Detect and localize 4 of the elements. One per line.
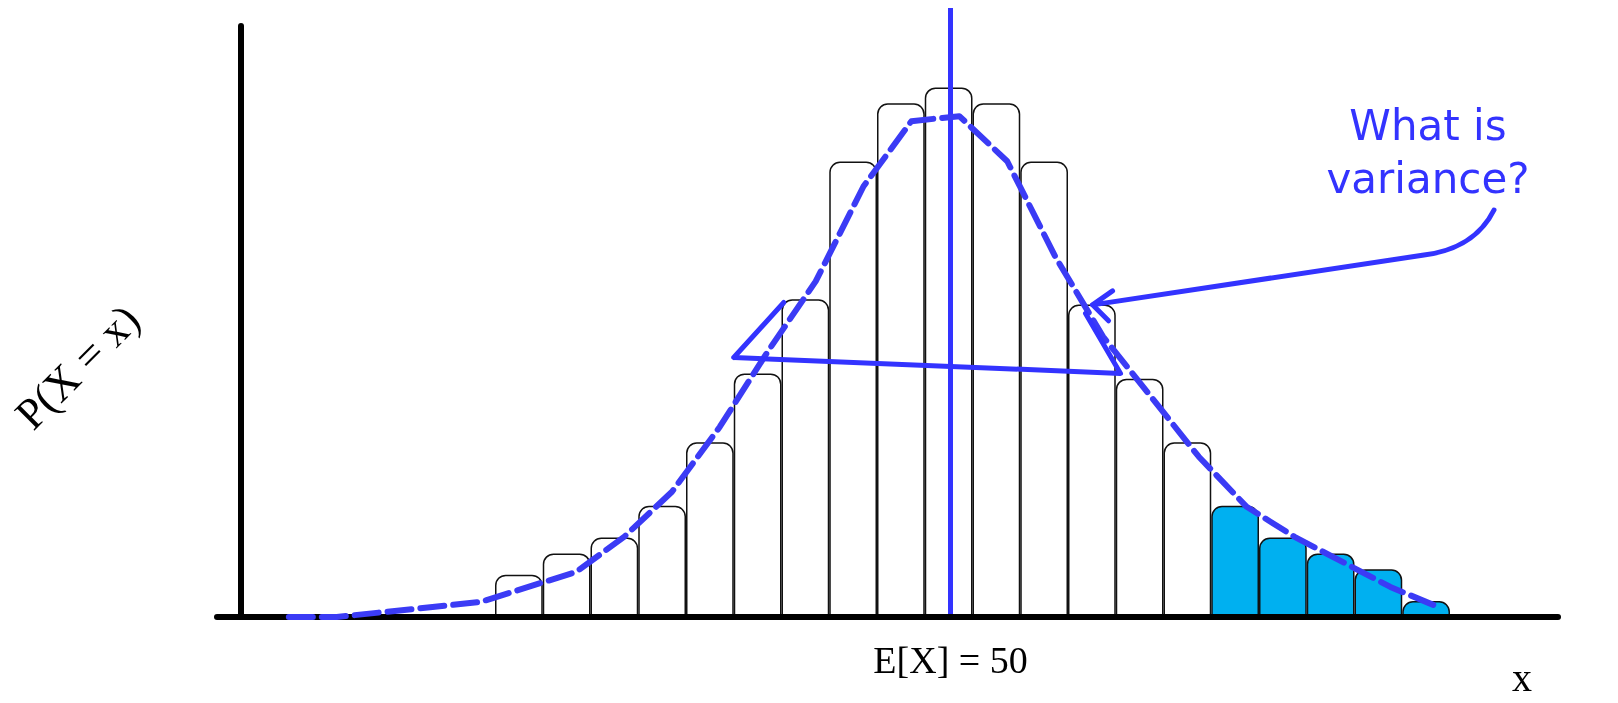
x-axis-title: x bbox=[1512, 654, 1532, 700]
y-axis-title: P(X = x) bbox=[5, 295, 150, 439]
text: E[X] = 50 bbox=[873, 639, 1028, 681]
annotation: What is variance? bbox=[1325, 100, 1531, 205]
